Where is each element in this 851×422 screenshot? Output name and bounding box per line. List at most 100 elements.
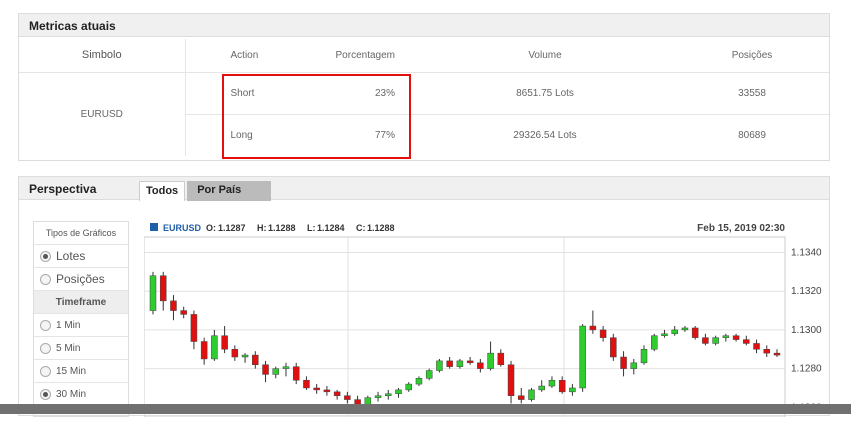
- col-action: Action: [185, 39, 265, 73]
- candle-down: [477, 362, 484, 369]
- radio-30min[interactable]: 30 Min: [34, 383, 128, 406]
- candle-up: [712, 337, 719, 344]
- ohlc-c: 1.1288: [367, 223, 395, 233]
- candle-down: [323, 389, 331, 393]
- candle-up: [211, 335, 218, 360]
- perspective-panel: Perspectiva Todos Por País Tipos de Gráf…: [18, 176, 830, 418]
- candle-up: [650, 335, 658, 350]
- radio-1min[interactable]: 1 Min: [34, 314, 128, 337]
- candle-down: [702, 337, 709, 344]
- highlight-box: [222, 74, 411, 159]
- radio-posicoes[interactable]: Posições: [34, 268, 128, 291]
- candle-down: [599, 329, 607, 338]
- table-row: Long 77% 29326.54 Lots 80689: [19, 114, 829, 156]
- candle-up: [487, 352, 494, 369]
- radio-lotes[interactable]: Lotes: [34, 245, 128, 268]
- candle-up: [579, 325, 586, 389]
- candle-up: [425, 370, 433, 379]
- col-percent: Porcentagem: [265, 39, 415, 73]
- volume-cell: 8651.75 Lots: [415, 72, 675, 115]
- metrics-header-row: Simbolo Action Porcentagem Volume Posiçõ…: [19, 39, 829, 73]
- radio-unchecked-icon[interactable]: [40, 365, 51, 377]
- positions-cell: 33558: [675, 72, 829, 115]
- tab-todos[interactable]: Todos: [139, 181, 186, 201]
- chart-svg: EURUSD O: 1.1287 H: 1.1288 L: 1.1284 C: …: [143, 223, 822, 418]
- candle-up: [149, 275, 157, 311]
- radio-label: Posições: [56, 272, 105, 286]
- candle-up: [722, 335, 730, 338]
- ohlc-h-label: H:: [257, 223, 267, 233]
- candle-up: [640, 349, 648, 364]
- candle-down: [497, 352, 505, 365]
- candle-down: [190, 314, 198, 342]
- ohlc-h: 1.1288: [268, 223, 296, 233]
- perspective-tabs: Todos Por País: [139, 181, 272, 201]
- col-volume: Volume: [415, 39, 675, 73]
- symbol-cell: EURUSD: [19, 72, 186, 156]
- candle-down: [753, 343, 760, 350]
- action-cell: Long: [230, 129, 253, 141]
- percent-cell: 23%: [265, 72, 415, 115]
- candle-down: [231, 349, 239, 358]
- candle-down: [221, 335, 228, 350]
- y-tick-label: 1.1280: [791, 364, 822, 375]
- volume-cell: 29326.54 Lots: [513, 129, 577, 141]
- radio-unchecked-icon[interactable]: [40, 273, 51, 285]
- candle-down: [589, 325, 597, 331]
- candle-up: [681, 327, 689, 331]
- ohlc-readout: O: 1.1287 H: 1.1288 L: 1.1284 C: 1.1288: [206, 223, 395, 233]
- candle-down: [610, 337, 617, 358]
- candle-down: [507, 364, 515, 396]
- candle-down: [292, 366, 300, 381]
- metrics-title: Metricas atuais: [19, 14, 829, 37]
- radio-5min[interactable]: 5 Min: [34, 337, 128, 360]
- radio-label: Lotes: [56, 249, 86, 263]
- candle-up: [661, 333, 668, 336]
- ohlc-l: 1.1284: [317, 223, 345, 233]
- radio-unchecked-icon[interactable]: [40, 319, 51, 331]
- candle-down: [252, 354, 259, 365]
- candle-down: [691, 327, 699, 338]
- percent-cell: 77%: [374, 129, 395, 141]
- tab-por-pais[interactable]: Por País: [187, 181, 272, 201]
- candle-down: [200, 341, 208, 360]
- chart-symbol: EURUSD: [163, 223, 202, 233]
- candle-up: [538, 385, 545, 391]
- col-positions: Posições: [675, 39, 829, 73]
- candle-up: [241, 354, 249, 358]
- candle-down: [344, 395, 351, 400]
- radio-unchecked-icon[interactable]: [40, 342, 51, 354]
- candle-down: [303, 379, 310, 389]
- candlestick-chart[interactable]: EURUSD O: 1.1287 H: 1.1288 L: 1.1284 C: …: [143, 219, 829, 418]
- candle-down: [180, 310, 187, 315]
- chart-date: Feb 15, 2019 02:30: [697, 223, 785, 234]
- chart-options-sidebar: Tipos de Gráficos Lotes Posições Timefra…: [33, 221, 129, 417]
- radio-checked-icon[interactable]: [40, 389, 51, 400]
- bottom-scrollbar[interactable]: [0, 404, 851, 414]
- candle-up: [395, 389, 402, 395]
- candle-down: [518, 395, 525, 400]
- candle-down: [333, 391, 341, 396]
- ohlc-c-label: C:: [356, 223, 366, 233]
- radio-label: 5 Min: [56, 342, 81, 354]
- y-tick-label: 1.1300: [791, 325, 822, 336]
- candle-up: [374, 395, 382, 398]
- y-tick-label: 1.1340: [791, 247, 822, 258]
- radio-15min[interactable]: 15 Min: [34, 360, 128, 383]
- col-symbol: Simbolo: [19, 39, 186, 73]
- candle-down: [763, 349, 771, 354]
- candle-up: [671, 329, 678, 335]
- candle-down: [620, 356, 627, 369]
- ohlc-o-label: O:: [206, 223, 216, 233]
- candle-up: [436, 360, 443, 371]
- radio-checked-icon[interactable]: [40, 250, 51, 262]
- radio-label: 30 Min: [56, 389, 87, 400]
- candle-down: [313, 387, 320, 391]
- metrics-panel: Metricas atuais Simbolo Action Porcentag…: [18, 13, 830, 161]
- ohlc-o: 1.1287: [218, 223, 246, 233]
- y-tick-label: 1.1320: [791, 286, 822, 297]
- positions-cell: 80689: [738, 129, 766, 141]
- candle-down: [558, 379, 566, 393]
- table-row: EURUSD Short 23% 8651.75 Lots 33558: [19, 72, 829, 156]
- ohlc-l-label: L:: [307, 223, 316, 233]
